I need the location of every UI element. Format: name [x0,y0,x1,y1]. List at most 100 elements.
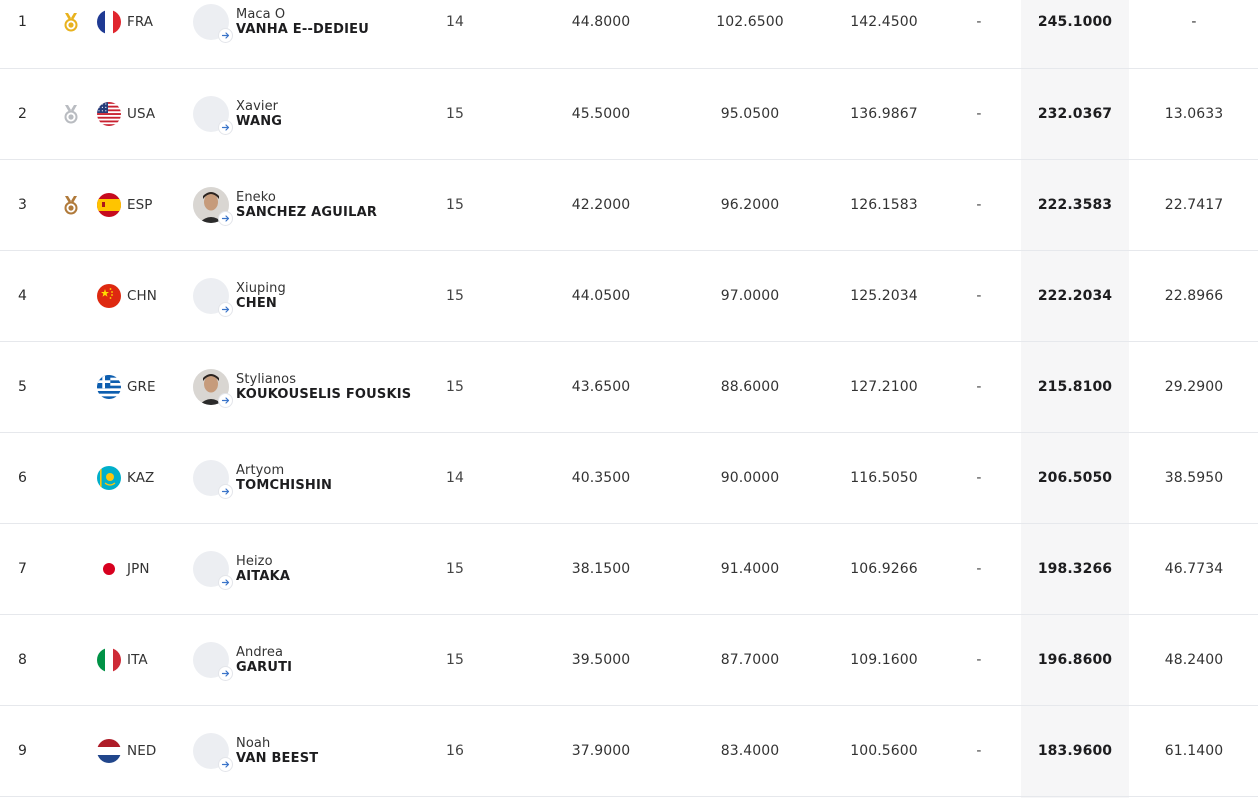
rank: 4 [18,288,28,304]
avatar[interactable] [193,96,233,135]
age: 14 [446,14,465,30]
run-3-score: 136.9867 [850,106,918,122]
avatar[interactable] [193,460,233,499]
total-score: 198.3266 [1037,561,1113,577]
country-code: KAZ [127,470,155,486]
athlete-first-name: Xavier [236,99,279,114]
table-row[interactable]: 5 GRE Stylianos KOUKOUSELIS FOUSKIS 15 43.650… [0,342,1258,433]
avatar[interactable] [193,733,233,772]
flag-greece-icon [97,375,121,399]
table-row[interactable]: 4 CHN Xiuping CHEN 15 44.0500 97.0000 125.2034 -… [0,251,1258,342]
total-column-background [1021,0,1129,798]
silver-medal-icon [62,104,80,124]
arrow-right-icon[interactable] [218,575,233,590]
athlete-name[interactable]: Xavier WANG [236,99,282,129]
run-1-score: 37.9000 [571,743,631,759]
run-2-score: 87.7000 [720,652,780,668]
arrow-right-icon[interactable] [218,302,233,317]
athlete-last-name: WANG [236,114,283,129]
arrow-right-icon[interactable] [218,211,233,226]
empty-score: - [976,743,982,759]
country-code: ITA [127,652,148,668]
arrow-right-icon[interactable] [218,666,233,681]
athlete-last-name: KOUKOUSELIS FOUSKIS [236,387,412,402]
empty-score: - [976,379,982,395]
athlete-first-name: Xiuping [236,281,286,296]
table-row[interactable]: 3 ESP Eneko SANCHEZ AGUILAR 15 42.2000 96.2000… [0,160,1258,251]
athlete-name[interactable]: Artyom TOMCHISHIN [236,463,332,493]
rank: 1 [18,14,28,30]
athlete-first-name: Andrea [236,645,284,660]
total-score: 222.3583 [1037,197,1113,213]
table-row[interactable]: 2 USA Xavier WANG 15 45.5000 95.0500 136.9867 - 2… [0,69,1258,160]
arrow-right-icon[interactable] [218,757,233,772]
athlete-name[interactable]: Andrea GARUTI [236,645,292,675]
athlete-last-name: VANHA E--DEDIEU [236,22,369,37]
athlete-last-name: CHEN [236,296,277,311]
athlete-first-name: Noah [236,736,271,751]
total-score: 196.8600 [1037,652,1113,668]
empty-score: - [976,288,982,304]
avatar[interactable] [193,278,233,317]
athlete-last-name: AITAKA [236,569,291,584]
run-2-score: 102.6500 [716,14,784,30]
points-behind: 46.7734 [1164,561,1224,577]
total-score: 183.9600 [1037,743,1113,759]
table-row[interactable]: 6 KAZ Artyom TOMCHISHIN 14 40.3500 90.0000 116.… [0,433,1258,524]
rank: 8 [18,652,28,668]
table-row[interactable]: 9 NED Noah VAN BEEST 16 37.9000 83.4000 100.560… [0,706,1258,797]
points-behind: 61.1400 [1164,743,1224,759]
gold-medal-icon [62,12,80,32]
country-code: NED [127,743,157,759]
avatar[interactable] [193,642,233,681]
table-row[interactable]: 8 ITA Andrea GARUTI 15 39.5000 87.7000 109.1600… [0,615,1258,706]
run-3-score: 109.1600 [850,652,918,668]
athlete-first-name: Heizo [236,554,273,569]
flag-italy-icon [97,648,121,672]
athlete-name[interactable]: Maca O VANHA E--DEDIEU [236,7,369,37]
empty-score: - [976,561,982,577]
table-row[interactable]: 1 FRA Maca O VANHA E--DEDIEU 14 44.8000 102.65… [0,0,1258,69]
empty-score: - [976,652,982,668]
athlete-name[interactable]: Noah VAN BEEST [236,736,318,766]
athlete-last-name: SANCHEZ AGUILAR [236,205,378,220]
avatar[interactable] [193,4,233,43]
athlete-name[interactable]: Stylianos KOUKOUSELIS FOUSKIS [236,372,411,402]
rank: 7 [18,561,28,577]
table-row[interactable]: 7 JPN Heizo AITAKA 15 38.1500 91.4000 106.9266 -… [0,524,1258,615]
avatar[interactable] [193,551,233,590]
age: 15 [446,652,465,668]
flag-usa-icon [97,102,121,126]
flag-spain-icon [97,193,121,217]
country-code: ESP [127,197,153,213]
run-2-score: 97.0000 [720,288,780,304]
empty-score: - [976,470,982,486]
run-3-score: 125.2034 [850,288,918,304]
points-behind: 22.8966 [1164,288,1224,304]
country-code: JPN [127,561,150,577]
total-score: 245.1000 [1037,14,1113,30]
athlete-first-name: Maca O [236,7,286,22]
arrow-right-icon[interactable] [218,28,233,43]
athlete-name[interactable]: Heizo AITAKA [236,554,290,584]
run-2-score: 90.0000 [720,470,780,486]
run-1-score: 45.5000 [571,106,631,122]
run-3-score: 116.5050 [850,470,918,486]
run-2-score: 91.4000 [720,561,780,577]
athlete-last-name: VAN BEEST [236,751,319,766]
total-score: 206.5050 [1037,470,1113,486]
arrow-right-icon[interactable] [218,484,233,499]
avatar[interactable] [193,369,233,408]
arrow-right-icon[interactable] [218,393,233,408]
arrow-right-icon[interactable] [218,120,233,135]
flag-netherlands-icon [97,739,121,763]
avatar[interactable] [193,187,233,226]
run-1-score: 38.1500 [571,561,631,577]
athlete-name[interactable]: Eneko SANCHEZ AGUILAR [236,190,377,220]
athlete-last-name: GARUTI [236,660,293,675]
flag-japan-icon [97,557,121,581]
athlete-name[interactable]: Xiuping CHEN [236,281,286,311]
total-score: 222.2034 [1037,288,1113,304]
run-3-score: 100.5600 [850,743,918,759]
